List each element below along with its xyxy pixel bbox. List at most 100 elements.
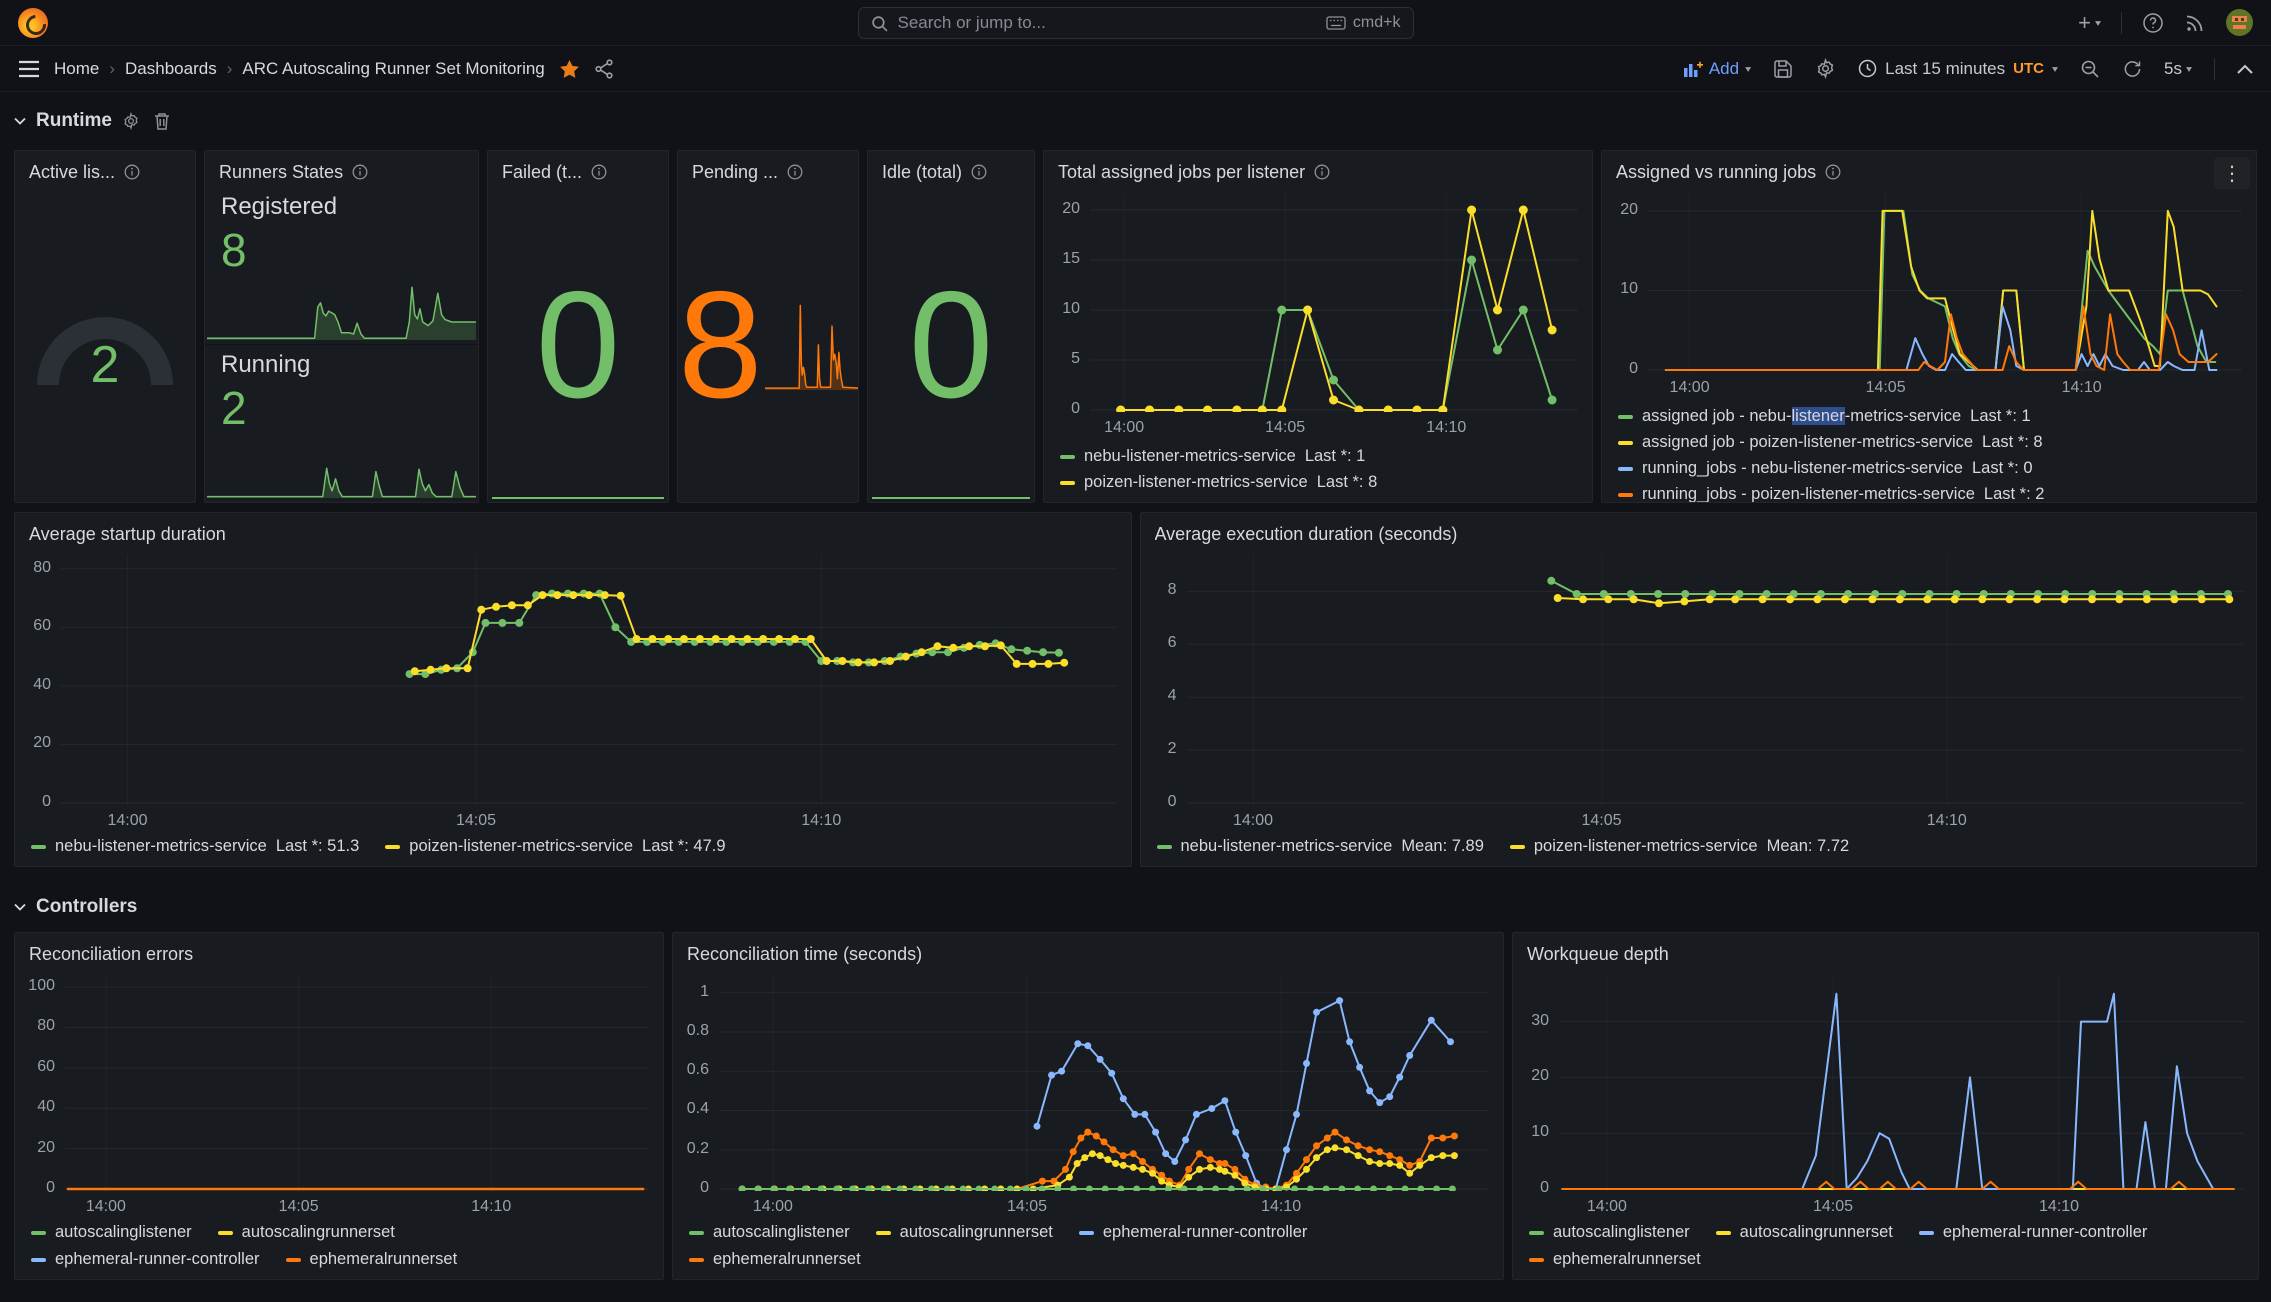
panel-menu-kebab-icon[interactable]: ⋮	[2214, 157, 2250, 189]
info-icon[interactable]	[787, 164, 803, 180]
legend-item[interactable]: autoscalingrunnerset	[875, 1223, 1053, 1242]
legend-series-dash-icon	[1918, 1230, 1934, 1235]
plot-area[interactable]	[65, 975, 649, 1191]
legend-series-dash-icon	[1060, 480, 1075, 485]
plot-area[interactable]	[1559, 975, 2244, 1191]
legend-item[interactable]: ephemeral-runner-controller	[31, 1250, 260, 1269]
legend-series-dash-icon	[689, 1230, 704, 1235]
stat-running: Running 2	[205, 344, 478, 502]
panel-title[interactable]: Workqueue depth	[1527, 943, 1669, 964]
legend-item[interactable]: autoscalinglistener	[689, 1223, 850, 1242]
y-axis-labels: 0 0.2 0.4 0.6 0.8 1	[686, 982, 709, 1196]
legend-item[interactable]: poizen-listener-metrics-service Last *: 8	[1060, 473, 1578, 492]
legend-item[interactable]: ephemeralrunnerset	[1529, 1250, 1701, 1269]
legend-item[interactable]: ephemeral-runner-controller	[1078, 1223, 1307, 1242]
share-icon[interactable]	[594, 58, 614, 79]
collapse-caret-icon[interactable]	[2237, 64, 2253, 74]
y-axis-labels: 0 5 10 15 20	[1062, 200, 1080, 417]
plot-area[interactable]	[61, 555, 1117, 805]
legend-item[interactable]: autoscalinglistener	[31, 1223, 192, 1242]
row-delete-trash-icon[interactable]	[154, 112, 170, 130]
panel-title[interactable]: Assigned vs running jobs	[1616, 161, 1817, 182]
sparkline	[207, 278, 476, 342]
y-axis-labels: 0 20 40 60 80 100	[28, 977, 55, 1196]
add-menu-button[interactable]: + ▾	[2078, 9, 2101, 35]
panel-title[interactable]: Reconciliation time (seconds)	[687, 943, 923, 964]
legend-item[interactable]: running_jobs - nebu-listener-metrics-ser…	[1618, 459, 2242, 478]
section-runtime[interactable]: Runtime	[14, 105, 2257, 137]
settings-gear-icon[interactable]	[1815, 58, 1836, 79]
panel-title[interactable]: Average execution duration (seconds)	[1154, 523, 1458, 544]
legend-item[interactable]: autoscalingrunnerset	[1715, 1223, 1893, 1242]
row-settings-gear-icon[interactable]	[122, 112, 140, 130]
legend-item[interactable]: assigned job - nebu-listener-metrics-ser…	[1618, 407, 2242, 426]
breadcrumb-dashboards[interactable]: Dashboards	[125, 58, 217, 78]
legend-item[interactable]: autoscalingrunnerset	[217, 1223, 395, 1242]
search-input[interactable]	[897, 13, 1326, 33]
time-range-picker[interactable]: Last 15 minutes UTC ▾	[1858, 59, 2058, 79]
user-avatar[interactable]	[2226, 9, 2253, 36]
breadcrumb-home[interactable]: Home	[54, 58, 100, 78]
grafana-logo[interactable]	[18, 7, 48, 38]
section-controllers[interactable]: Controllers	[14, 891, 2257, 923]
panel-reconciliation-time: Reconciliation time (seconds) 0 0.2 0.4 0.6…	[672, 932, 1504, 1280]
legend-series-dash-icon	[31, 1257, 46, 1262]
info-icon[interactable]	[1314, 164, 1330, 180]
legend-item[interactable]: poizen-listener-metrics-service Mean: 7.7…	[1509, 837, 1849, 856]
plot-area[interactable]	[1186, 555, 2243, 805]
legend-item[interactable]: running_jobs - poizen-listener-metrics-s…	[1618, 485, 2242, 502]
panel-title[interactable]: Reconciliation errors	[29, 943, 194, 964]
legend-item[interactable]: assigned job - poizen-listener-metrics-s…	[1618, 433, 2242, 452]
panel-title[interactable]: Total assigned jobs per listener	[1058, 161, 1306, 182]
plot-area[interactable]	[719, 975, 1489, 1191]
info-icon[interactable]	[591, 164, 607, 180]
legend-item[interactable]: nebu-listener-metrics-service Mean: 7.89	[1156, 837, 1484, 856]
x-axis-labels: 14:00 14:05 14:10	[752, 1198, 1302, 1215]
gauge[interactable]: 2	[15, 187, 195, 502]
info-icon[interactable]	[971, 164, 987, 180]
legend-series-dash-icon	[31, 1230, 46, 1235]
legend-item[interactable]: poizen-listener-metrics-service Last *: 4…	[385, 837, 726, 856]
news-rss-icon[interactable]	[2184, 12, 2206, 34]
y-axis-labels: 0 10 20	[1620, 200, 1638, 377]
legend-series-dash-icon	[1156, 844, 1172, 849]
plot-area[interactable]	[1090, 193, 1578, 412]
help-icon[interactable]	[2142, 12, 2164, 34]
panel-title[interactable]: Active lis...	[29, 161, 116, 182]
legend-item[interactable]: nebu-listener-metrics-service Last *: 51.…	[31, 837, 359, 856]
panel-title[interactable]: Pending ...	[692, 161, 779, 182]
dashboard-toolbar: Home › Dashboards › ARC Autoscaling Runn…	[0, 46, 2271, 92]
legend-item[interactable]: ephemeralrunnerset	[285, 1250, 457, 1269]
plot-area[interactable]	[1648, 193, 2242, 372]
info-icon[interactable]	[124, 164, 140, 180]
section-title: Runtime	[36, 110, 112, 131]
info-icon[interactable]	[352, 164, 368, 180]
time-series-chart: 0 5 10 15 20 14:00 14:05 14:10	[1044, 187, 1592, 438]
add-panel-button[interactable]: Add ▾	[1683, 59, 1751, 79]
legend-item[interactable]: ephemeralrunnerset	[689, 1250, 861, 1269]
legend-item[interactable]: autoscalinglistener	[1529, 1223, 1690, 1242]
panel-title[interactable]: Runners States	[219, 161, 344, 182]
panel-title[interactable]: Idle (total)	[882, 161, 963, 182]
zoom-out-icon[interactable]	[2080, 59, 2100, 79]
legend-item[interactable]: ephemeral-runner-controller	[1918, 1223, 2147, 1242]
search-bar[interactable]: cmd+k	[857, 7, 1414, 39]
panel-title[interactable]: Average startup duration	[29, 523, 226, 544]
time-series-chart: 0 20 40 60 80 100 14:00 14:05 14:10	[15, 969, 663, 1217]
menu-hamburger-icon[interactable]	[18, 60, 40, 78]
x-axis-labels: 14:00 14:05 14:10	[1104, 419, 1467, 436]
refresh-button[interactable]	[2122, 59, 2142, 79]
refresh-interval-dropdown[interactable]: 5s ▾	[2164, 58, 2192, 78]
time-series-chart: 0 10 20 30 14:00 14:05 14:10	[1513, 969, 2258, 1217]
legend-series-dash-icon	[1618, 466, 1633, 471]
favorite-star-icon[interactable]	[559, 59, 580, 79]
legend-item[interactable]: nebu-listener-metrics-service Last *: 1	[1060, 447, 1578, 466]
x-axis-labels: 14:00 14:05 14:10	[1232, 812, 1967, 829]
sparkline	[872, 497, 1030, 499]
info-icon[interactable]	[1825, 164, 1841, 180]
panel-title[interactable]: Failed (t...	[502, 161, 583, 182]
chevron-down-icon	[14, 117, 26, 125]
sparkline	[764, 294, 858, 392]
panel-active-listeners: Active lis... 2	[14, 150, 196, 503]
save-dashboard-icon[interactable]	[1773, 59, 1793, 79]
